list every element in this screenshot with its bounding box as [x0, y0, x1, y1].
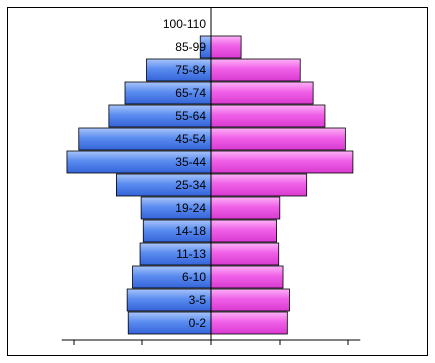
bar-right-65-74: [210, 81, 314, 105]
category-label-55-64: 55-64: [175, 109, 206, 123]
category-label-100-110: 100-110: [163, 17, 206, 31]
bars-layer: [66, 35, 354, 335]
bar-right-14-18: [210, 219, 277, 243]
category-label-65-74: 65-74: [175, 86, 206, 100]
category-label-45-54: 45-54: [175, 132, 206, 146]
bar-right-35-44: [210, 150, 354, 174]
category-label-35-44: 35-44: [175, 155, 206, 169]
axes-layer: [61, 8, 361, 345]
bar-right-3-5: [210, 288, 290, 312]
category-label-14-18: 14-18: [175, 224, 206, 238]
bar-right-75-84: [210, 58, 301, 82]
category-label-0-2: 0-2: [189, 316, 207, 330]
category-label-3-5: 3-5: [189, 293, 207, 307]
category-label-6-10: 6-10: [182, 270, 206, 284]
category-label-85-99: 85-99: [175, 40, 206, 54]
bar-right-0-2: [210, 311, 288, 335]
bar-right-6-10: [210, 265, 284, 289]
bar-right-19-24: [210, 196, 281, 220]
category-label-75-84: 75-84: [175, 63, 206, 77]
category-labels-layer: 100-110 85-99 75-84 65-74 55-64 45-54 35-44 25-…: [163, 17, 206, 330]
category-label-11-13: 11-13: [176, 247, 206, 261]
bar-right-55-64: [210, 104, 326, 128]
bar-right-25-34: [210, 173, 308, 197]
category-label-25-34: 25-34: [175, 178, 206, 192]
category-label-19-24: 19-24: [175, 201, 206, 215]
bar-right-11-13: [210, 242, 280, 266]
bar-right-45-54: [210, 127, 346, 151]
bar-right-85-99: [210, 35, 242, 59]
